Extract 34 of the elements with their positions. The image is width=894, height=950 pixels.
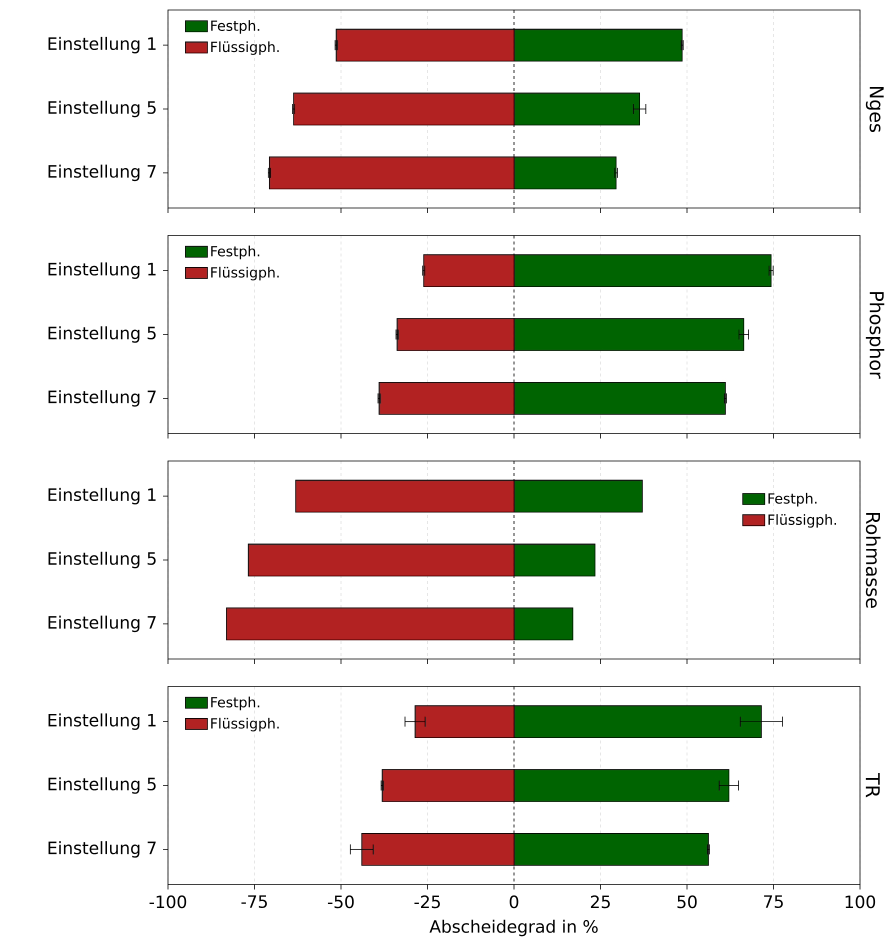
- x-tick-label: 25: [590, 895, 610, 908]
- y-tick-label: Einstellung 5: [48, 100, 156, 118]
- y-tick-label: Einstellung 1: [48, 713, 156, 730]
- y-tick-label: Einstellung 7: [48, 164, 156, 182]
- y-tick-label: Einstellung 5: [48, 777, 156, 794]
- legend-label: Flüssigph.: [211, 41, 279, 55]
- legend-label: Flüssigph.: [211, 718, 279, 732]
- y-tick-label: Einstellung 5: [48, 326, 156, 343]
- y2-axis-title: Rohmasse: [866, 513, 881, 608]
- legend-label: Festph.: [768, 492, 817, 506]
- x-tick-label: 50: [678, 895, 697, 908]
- x-tick-label: -100: [150, 895, 186, 908]
- y-tick-label: Einstellung 1: [48, 262, 156, 279]
- y-tick-label: Einstellung 7: [48, 616, 156, 632]
- x-tick-label: 100: [846, 895, 876, 908]
- legend-label: Flüssigph.: [211, 266, 279, 280]
- y2-axis-title: Phosphor: [866, 292, 884, 379]
- y-tick-label: Einstellung 1: [48, 488, 156, 504]
- x-tick-label: 75: [764, 895, 783, 908]
- y-tick-label: Einstellung 7: [48, 841, 156, 858]
- x-tick-label: -75: [241, 895, 267, 908]
- x-tick-label: -25: [414, 895, 440, 908]
- x-tick-label: -50: [328, 895, 354, 908]
- y2-axis-title: Nges: [866, 86, 884, 132]
- y-tick-label: Einstellung 7: [48, 390, 156, 407]
- y-tick-label: Einstellung 5: [48, 552, 156, 568]
- legend-label: Festph.: [211, 696, 260, 710]
- legend-label: Festph.: [211, 20, 260, 34]
- y-tick-label: Einstellung 1: [48, 36, 156, 54]
- x-tick-label: 0: [510, 895, 518, 908]
- legend-label: Festph.: [211, 246, 260, 260]
- legend-label: Flüssigph.: [768, 514, 836, 528]
- y2-axis-title: TR: [866, 773, 880, 798]
- x-axis-title: Abscheidegrad in %: [429, 920, 598, 936]
